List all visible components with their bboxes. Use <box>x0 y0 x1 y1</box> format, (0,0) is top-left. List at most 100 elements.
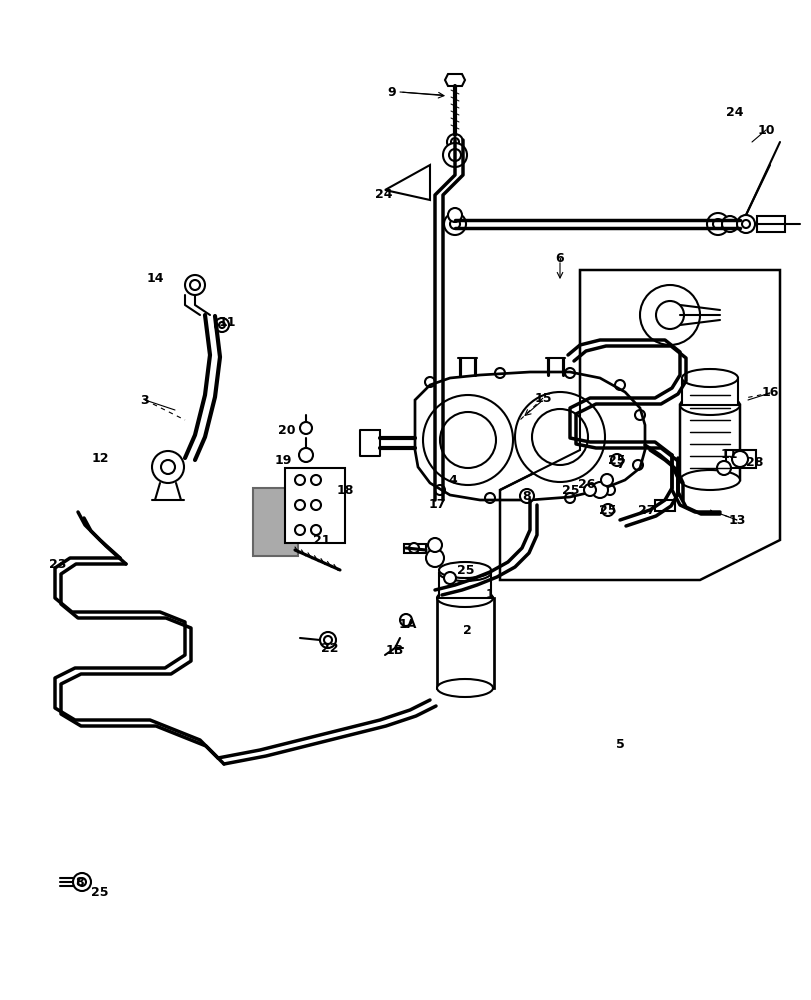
Text: 24: 24 <box>375 188 393 200</box>
Circle shape <box>600 474 612 486</box>
Ellipse shape <box>679 470 739 490</box>
Text: 3: 3 <box>140 393 149 406</box>
Circle shape <box>423 395 513 485</box>
Bar <box>285 468 345 543</box>
Ellipse shape <box>679 395 739 415</box>
Circle shape <box>324 636 332 644</box>
Circle shape <box>78 878 86 886</box>
Text: 25: 25 <box>599 504 616 516</box>
Text: 25: 25 <box>607 454 625 466</box>
Text: 27: 27 <box>637 504 655 516</box>
Text: 24: 24 <box>725 105 743 118</box>
Circle shape <box>448 208 461 222</box>
Text: 28: 28 <box>745 456 763 468</box>
Circle shape <box>716 461 730 475</box>
Text: 11: 11 <box>218 316 235 328</box>
Ellipse shape <box>436 589 492 607</box>
Text: 25: 25 <box>91 886 109 898</box>
Circle shape <box>190 280 200 290</box>
Circle shape <box>655 301 683 329</box>
Bar <box>679 405 739 480</box>
Text: 1: 1 <box>485 588 494 601</box>
Bar <box>681 378 737 405</box>
Bar <box>436 598 493 688</box>
Text: 5: 5 <box>615 738 624 752</box>
Text: 17: 17 <box>427 498 445 512</box>
Circle shape <box>320 632 336 648</box>
Text: 12: 12 <box>91 452 109 464</box>
Circle shape <box>294 525 305 535</box>
Circle shape <box>712 219 722 229</box>
Text: 25: 25 <box>561 484 579 496</box>
Circle shape <box>444 213 466 235</box>
Circle shape <box>610 454 622 466</box>
Circle shape <box>449 219 460 229</box>
Bar <box>654 500 674 511</box>
Text: 19: 19 <box>274 454 291 466</box>
Circle shape <box>444 572 456 584</box>
Text: 21: 21 <box>313 534 330 546</box>
Text: 11: 11 <box>719 448 737 462</box>
Text: 1B: 1B <box>385 644 404 656</box>
Text: 8: 8 <box>522 489 530 502</box>
Text: 1A: 1A <box>398 618 417 632</box>
Text: 23: 23 <box>49 558 67 572</box>
Circle shape <box>601 504 613 516</box>
Text: 22: 22 <box>321 642 338 654</box>
Text: 7: 7 <box>616 458 624 472</box>
Text: 20: 20 <box>278 424 295 436</box>
Circle shape <box>440 412 496 468</box>
Circle shape <box>446 134 462 150</box>
Circle shape <box>583 484 595 496</box>
Circle shape <box>161 460 175 474</box>
Circle shape <box>736 215 754 233</box>
Text: 13: 13 <box>727 514 744 526</box>
Circle shape <box>311 500 320 510</box>
Bar <box>725 450 755 468</box>
Polygon shape <box>444 74 465 86</box>
Circle shape <box>299 422 311 434</box>
Circle shape <box>215 318 229 332</box>
Circle shape <box>731 451 747 467</box>
Bar <box>756 216 784 232</box>
Circle shape <box>741 220 749 228</box>
Text: 14: 14 <box>146 271 164 284</box>
Circle shape <box>185 275 204 295</box>
Circle shape <box>294 500 305 510</box>
Text: 10: 10 <box>757 123 774 136</box>
Circle shape <box>219 322 225 328</box>
Text: 18: 18 <box>336 484 354 496</box>
Circle shape <box>721 216 737 232</box>
Circle shape <box>73 873 91 891</box>
Circle shape <box>443 143 466 167</box>
Bar <box>253 488 298 556</box>
Text: 8: 8 <box>75 876 84 888</box>
Text: 9: 9 <box>387 86 396 99</box>
Bar <box>439 573 491 598</box>
Circle shape <box>152 451 184 483</box>
Text: 16: 16 <box>761 386 778 399</box>
Bar <box>404 544 426 553</box>
Circle shape <box>519 489 534 503</box>
Circle shape <box>514 392 604 482</box>
Text: 15: 15 <box>534 391 551 404</box>
Text: 6: 6 <box>555 251 564 264</box>
Circle shape <box>400 614 411 626</box>
Text: 4: 4 <box>448 474 457 487</box>
Ellipse shape <box>436 679 492 697</box>
Circle shape <box>448 149 461 161</box>
Circle shape <box>427 538 441 552</box>
Circle shape <box>311 525 320 535</box>
Circle shape <box>311 475 320 485</box>
Circle shape <box>426 549 444 567</box>
Ellipse shape <box>681 369 737 387</box>
Text: 26: 26 <box>577 479 595 491</box>
Circle shape <box>531 409 587 465</box>
Circle shape <box>298 448 312 462</box>
Text: 25: 25 <box>457 564 474 576</box>
Circle shape <box>591 482 607 498</box>
Circle shape <box>450 138 458 146</box>
Circle shape <box>639 285 699 345</box>
Ellipse shape <box>439 565 491 581</box>
Ellipse shape <box>439 562 491 578</box>
